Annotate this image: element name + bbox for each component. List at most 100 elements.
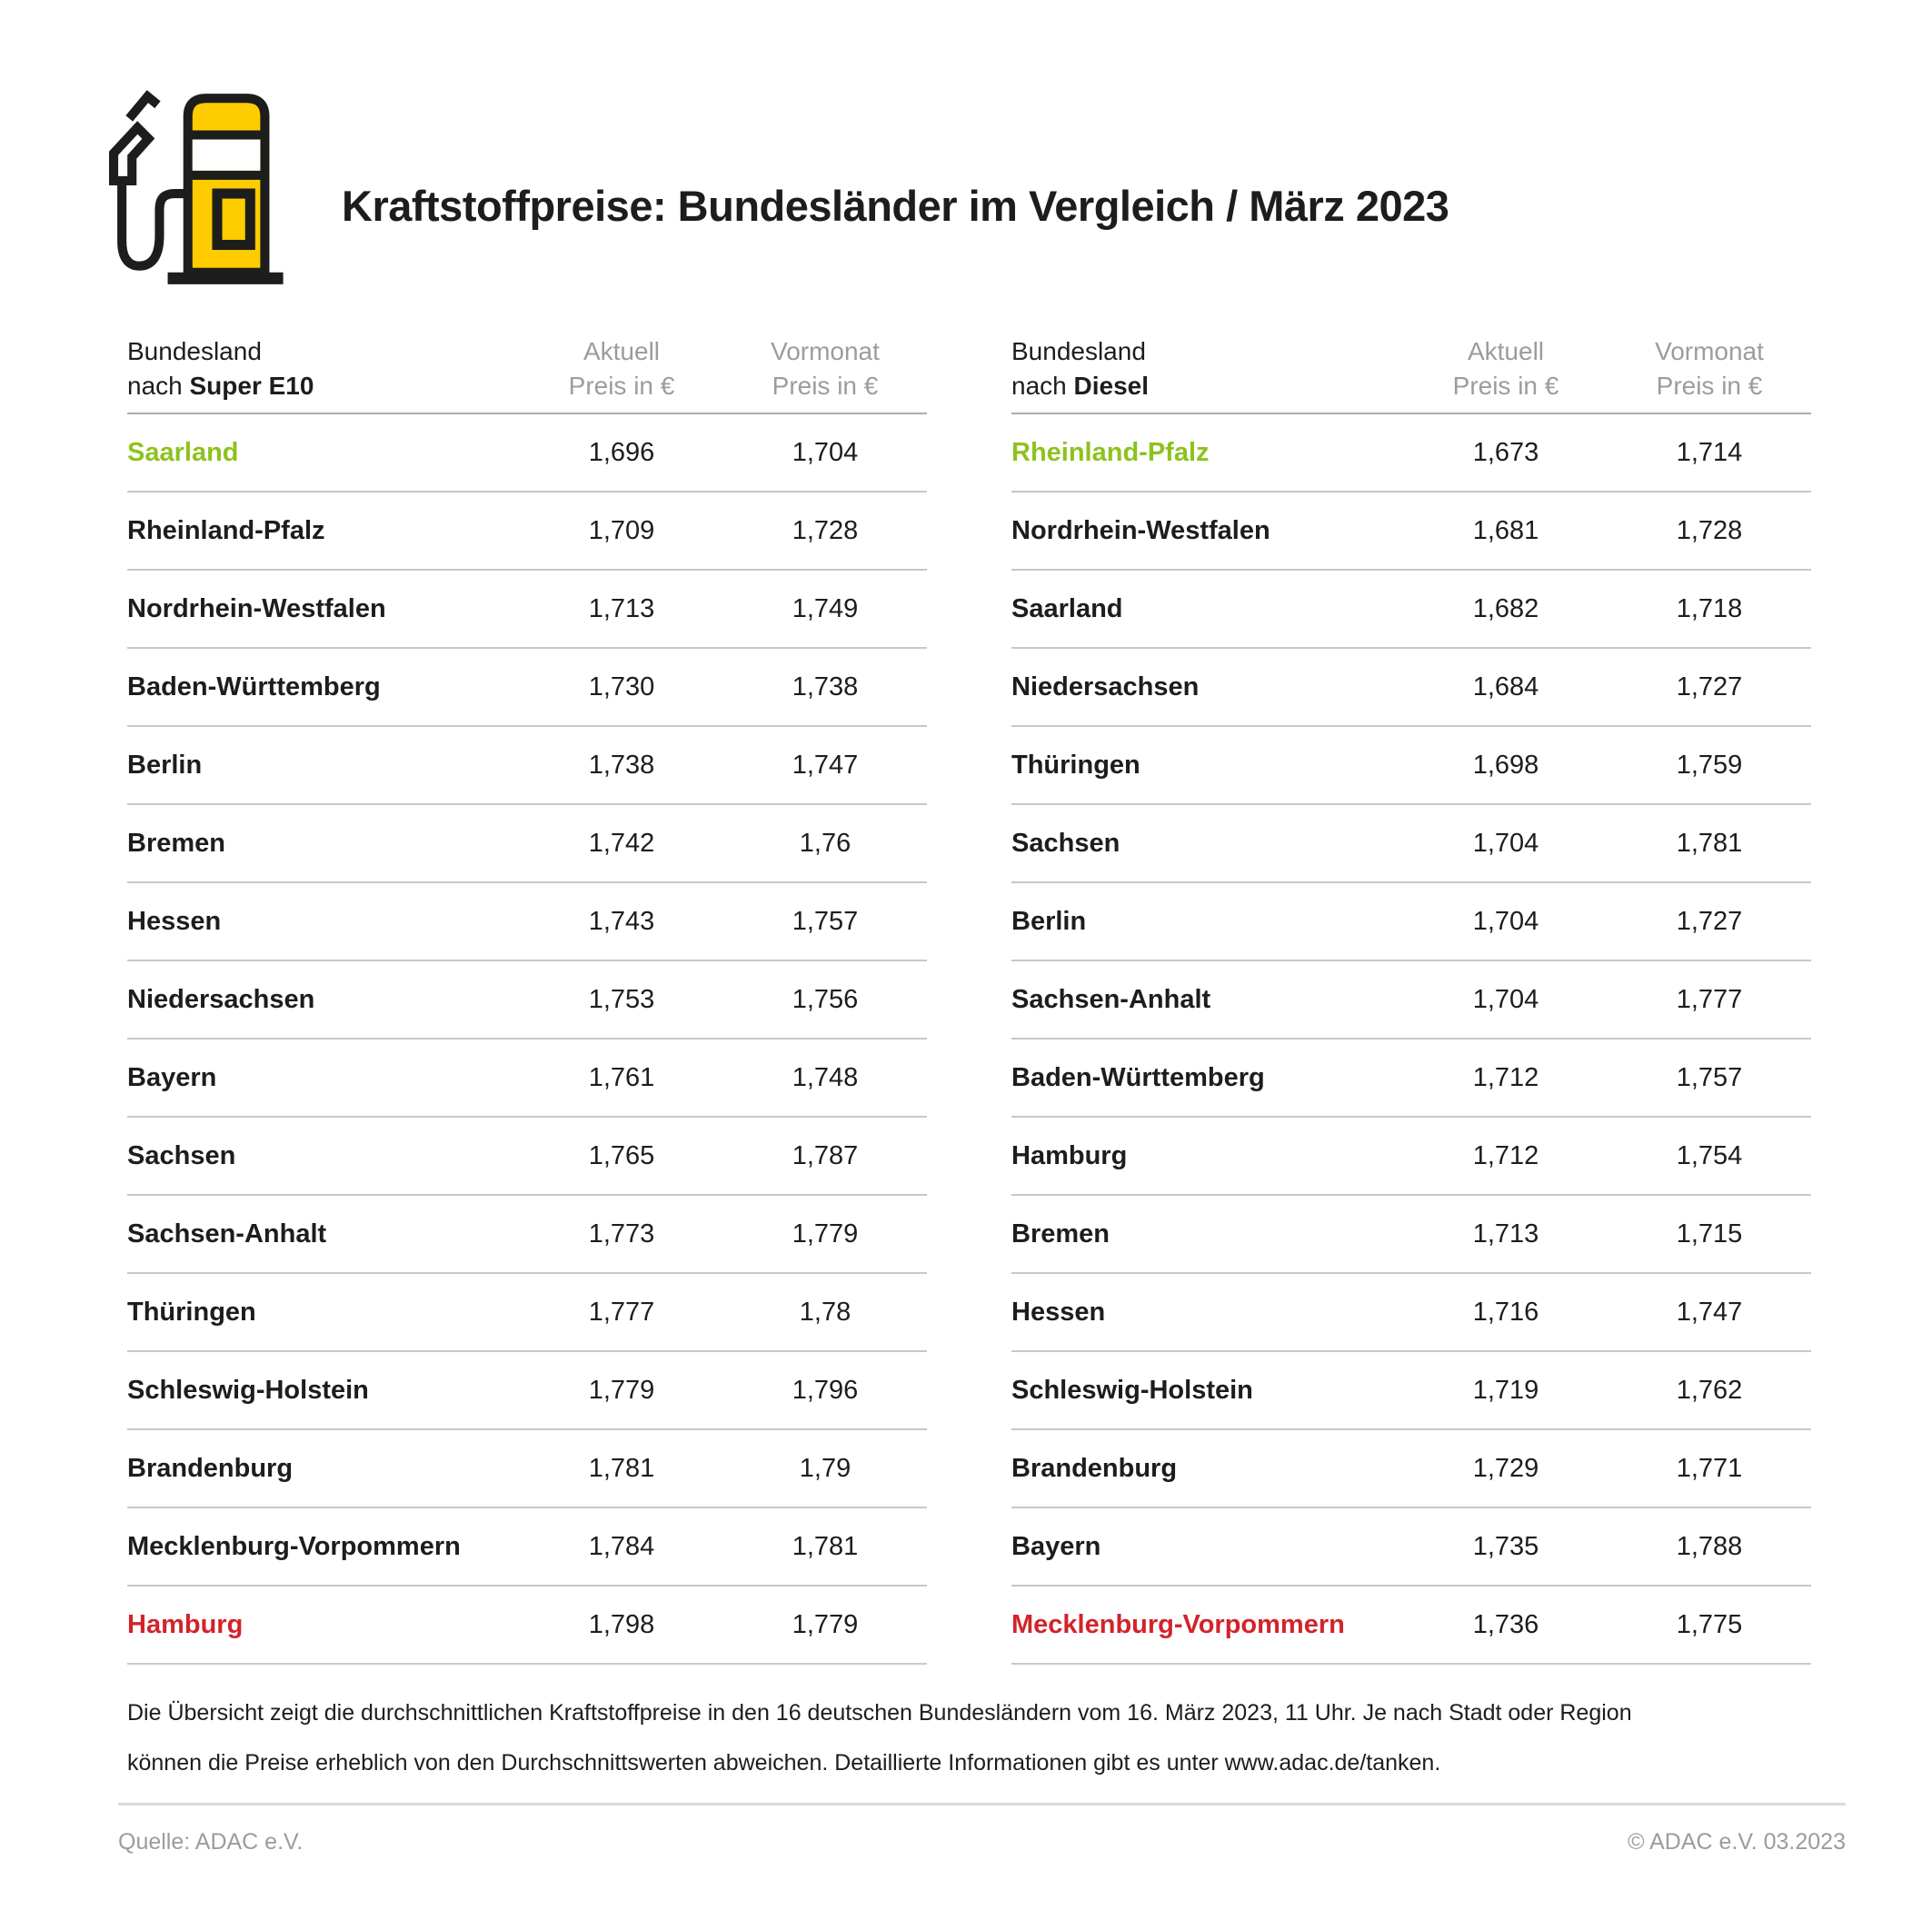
page-title: Kraftstoffpreise: Bundesländer im Vergle… bbox=[342, 181, 1449, 230]
table-row: Baden-Württemberg 1,712 1,757 bbox=[1011, 1040, 1811, 1119]
current-price: 1,736 bbox=[1472, 1609, 1539, 1639]
table-row: Hessen 1,716 1,747 bbox=[1011, 1274, 1811, 1353]
state-name: Brandenburg bbox=[1011, 1453, 1178, 1483]
table-row: Saarland 1,696 1,704 bbox=[127, 414, 927, 493]
current-price: 1,716 bbox=[1472, 1297, 1539, 1327]
column-header-aktuell-line1: Aktuell bbox=[1467, 337, 1545, 365]
previous-price: 1,727 bbox=[1676, 906, 1743, 936]
previous-price: 1,781 bbox=[792, 1531, 859, 1561]
current-price: 1,781 bbox=[588, 1453, 655, 1483]
current-price: 1,704 bbox=[1472, 828, 1539, 858]
current-price: 1,698 bbox=[1472, 750, 1539, 780]
current-price: 1,743 bbox=[588, 906, 655, 936]
table-row: Thüringen 1,698 1,759 bbox=[1011, 727, 1811, 806]
column-header-bundesland: Bundesland nach Diesel bbox=[1011, 334, 1404, 403]
table-row: Hessen 1,743 1,757 bbox=[127, 883, 927, 962]
state-name: Bayern bbox=[1011, 1531, 1101, 1561]
current-price: 1,779 bbox=[588, 1375, 655, 1405]
table-row: Rheinland-Pfalz 1,673 1,714 bbox=[1011, 414, 1811, 493]
current-price: 1,730 bbox=[588, 672, 655, 701]
state-name: Saarland bbox=[127, 437, 239, 467]
state-name: Niedersachsen bbox=[127, 984, 315, 1014]
table-row: Hamburg 1,798 1,779 bbox=[127, 1587, 927, 1666]
previous-price: 1,775 bbox=[1676, 1609, 1743, 1639]
state-name: Hamburg bbox=[1011, 1140, 1128, 1170]
current-price: 1,709 bbox=[588, 515, 655, 545]
current-price: 1,704 bbox=[1472, 906, 1539, 936]
table-row: Bremen 1,713 1,715 bbox=[1011, 1196, 1811, 1275]
table-row: Saarland 1,682 1,718 bbox=[1011, 571, 1811, 650]
state-name: Berlin bbox=[1011, 906, 1087, 936]
table-row: Mecklenburg-Vorpommern 1,784 1,781 bbox=[127, 1508, 927, 1587]
column-header-line2-prefix: nach bbox=[127, 372, 190, 401]
state-name: Sachsen-Anhalt bbox=[1011, 984, 1211, 1014]
state-name: Niedersachsen bbox=[1011, 672, 1200, 701]
current-price: 1,735 bbox=[1472, 1531, 1539, 1561]
previous-price: 1,796 bbox=[792, 1375, 859, 1405]
column-header-aktuell: Aktuell Preis in € bbox=[520, 334, 723, 403]
masthead: Kraftstoffpreise: Bundesländer im Vergle… bbox=[107, 80, 1846, 300]
column-header-vormonat-line2: Preis in € bbox=[772, 372, 879, 401]
table-row: Niedersachsen 1,684 1,727 bbox=[1011, 649, 1811, 728]
previous-price: 1,704 bbox=[792, 437, 859, 467]
state-name: Brandenburg bbox=[127, 1453, 294, 1483]
previous-price: 1,757 bbox=[1676, 1062, 1743, 1092]
previous-price: 1,781 bbox=[1676, 828, 1743, 858]
source-right: © ADAC e.V. 03.2023 bbox=[1628, 1829, 1846, 1855]
previous-price: 1,757 bbox=[792, 906, 859, 936]
state-name: Hessen bbox=[127, 906, 222, 936]
previous-price: 1,749 bbox=[792, 593, 859, 623]
table-header: Bundesland nach Super E10 Aktuell Preis … bbox=[127, 334, 927, 415]
previous-price: 1,747 bbox=[1676, 1297, 1743, 1327]
state-name: Rheinland-Pfalz bbox=[127, 515, 325, 545]
current-price: 1,713 bbox=[1472, 1219, 1539, 1248]
previous-price: 1,715 bbox=[1676, 1219, 1743, 1248]
previous-price: 1,756 bbox=[792, 984, 859, 1014]
current-price: 1,712 bbox=[1472, 1140, 1539, 1170]
current-price: 1,704 bbox=[1472, 984, 1539, 1014]
table-row: Brandenburg 1,729 1,771 bbox=[1011, 1430, 1811, 1509]
table-super-e10: Bundesland nach Super E10 Aktuell Preis … bbox=[127, 334, 927, 1666]
column-header-line1: Bundesland bbox=[127, 337, 262, 365]
state-name: Nordrhein-Westfalen bbox=[127, 593, 386, 623]
state-name: Rheinland-Pfalz bbox=[1011, 437, 1210, 467]
state-name: Thüringen bbox=[1011, 750, 1140, 780]
column-header-line2-prefix: nach bbox=[1011, 372, 1074, 401]
table-row: Thüringen 1,777 1,78 bbox=[127, 1274, 927, 1353]
previous-price: 1,754 bbox=[1676, 1140, 1743, 1170]
state-name: Bremen bbox=[1011, 1219, 1110, 1248]
current-price: 1,777 bbox=[588, 1297, 655, 1327]
state-name: Thüringen bbox=[127, 1297, 256, 1327]
table-row: Sachsen 1,765 1,787 bbox=[127, 1118, 927, 1197]
current-price: 1,738 bbox=[588, 750, 655, 780]
table-row: Hamburg 1,712 1,754 bbox=[1011, 1118, 1811, 1197]
previous-price: 1,738 bbox=[792, 672, 859, 701]
column-header-aktuell-line2: Preis in € bbox=[1452, 372, 1559, 401]
fuel-type-label: Super E10 bbox=[189, 372, 314, 401]
tables-container: Bundesland nach Super E10 Aktuell Preis … bbox=[127, 334, 1846, 1666]
state-name: Bayern bbox=[127, 1062, 217, 1092]
state-name: Sachsen-Anhalt bbox=[127, 1219, 327, 1248]
table-row: Bayern 1,735 1,788 bbox=[1011, 1508, 1811, 1587]
state-name: Schleswig-Holstein bbox=[1011, 1375, 1253, 1405]
column-header-aktuell: Aktuell Preis in € bbox=[1404, 334, 1608, 403]
column-header-aktuell-line1: Aktuell bbox=[583, 337, 661, 365]
table-row: Niedersachsen 1,753 1,756 bbox=[127, 961, 927, 1040]
previous-price: 1,714 bbox=[1676, 437, 1743, 467]
table-row: Sachsen-Anhalt 1,773 1,779 bbox=[127, 1196, 927, 1275]
column-header-vormonat-line1: Vormonat bbox=[771, 337, 880, 365]
current-price: 1,761 bbox=[588, 1062, 655, 1092]
current-price: 1,713 bbox=[588, 593, 655, 623]
table-row: Bremen 1,742 1,76 bbox=[127, 805, 927, 884]
previous-price: 1,762 bbox=[1676, 1375, 1743, 1405]
current-price: 1,696 bbox=[588, 437, 655, 467]
table-row: Berlin 1,738 1,747 bbox=[127, 727, 927, 806]
table-row: Bayern 1,761 1,748 bbox=[127, 1040, 927, 1119]
table-header: Bundesland nach Diesel Aktuell Preis in … bbox=[1011, 334, 1811, 415]
state-name: Mecklenburg-Vorpommern bbox=[127, 1531, 461, 1561]
previous-price: 1,748 bbox=[792, 1062, 859, 1092]
state-name: Berlin bbox=[127, 750, 203, 780]
previous-price: 1,728 bbox=[792, 515, 859, 545]
previous-price: 1,718 bbox=[1676, 593, 1743, 623]
table-diesel: Bundesland nach Diesel Aktuell Preis in … bbox=[1011, 334, 1811, 1666]
